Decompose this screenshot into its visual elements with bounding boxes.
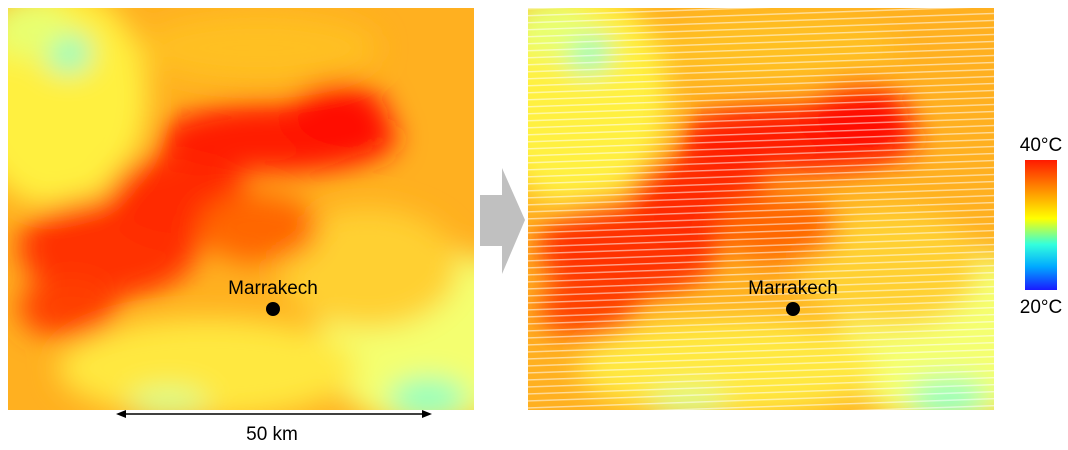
arrow	[480, 168, 525, 274]
colorbar-max: 40°C	[1020, 135, 1062, 156]
colorbar	[1025, 160, 1057, 290]
colorbar-min: 20°C	[1020, 297, 1062, 318]
temperature-map-coarse	[0, 0, 538, 428]
city-marker	[266, 302, 280, 316]
place-label: Marrakech	[228, 278, 318, 299]
temperature-map-fine	[528, 8, 994, 410]
scale-label: 50 km	[246, 424, 298, 445]
scale-bar	[116, 410, 432, 418]
city-marker	[786, 302, 800, 316]
place-label: Marrakech	[748, 278, 838, 299]
